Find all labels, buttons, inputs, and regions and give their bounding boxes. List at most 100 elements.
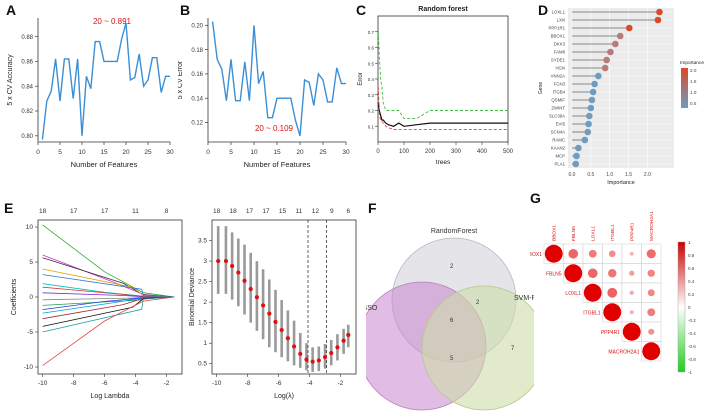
lollipop-point <box>616 32 624 40</box>
x-tick-label: 0 <box>36 149 40 156</box>
x-tick-label: 20 <box>122 149 130 156</box>
gene-label: LXN <box>557 18 565 23</box>
lollipop-point <box>588 96 596 104</box>
legend-colorbar <box>681 68 688 108</box>
venn-diagram: RandomForest LASSO SVM-REF 2 2 6 5 7 <box>366 228 534 411</box>
deviance-point <box>322 355 328 360</box>
corr-colorbar-tick: 0.8 <box>688 253 695 258</box>
coefficient-path <box>42 224 175 298</box>
x-axis-label: Log Lambda <box>91 393 130 400</box>
y-tick-label: 0.3 <box>368 93 375 98</box>
corr-circle <box>647 289 655 297</box>
x-tick-label: 100 <box>399 149 410 155</box>
plot-frame <box>211 219 357 375</box>
x-axis-label: trees <box>436 159 451 166</box>
series-line <box>377 102 508 127</box>
top-tick-label: 12 <box>312 208 320 215</box>
venn-label: LASSO <box>366 305 378 312</box>
x-tick-label: -8 <box>71 380 77 387</box>
coefficient-path <box>42 296 175 333</box>
corr-colorbar-tick: -0.4 <box>688 331 696 336</box>
deviance-point <box>329 350 334 356</box>
x-tick-label: -4 <box>133 380 139 387</box>
y-tick-label: 1.5 <box>198 320 207 327</box>
corr-circle <box>568 248 579 259</box>
corr-col-label: LOXL1 <box>590 226 596 241</box>
corr-circle <box>607 287 618 298</box>
gene-label: KAAN2 <box>551 146 566 151</box>
corr-circle <box>608 269 617 278</box>
y-tick-label: 3 <box>203 258 207 265</box>
y-tick-label: 0.14 <box>191 96 203 102</box>
x-tick-label: -10 <box>212 380 222 387</box>
panel-label-f: F <box>368 200 377 216</box>
gene-label: ZWINT <box>551 106 565 111</box>
x-tick-label: 0.0 <box>569 172 576 178</box>
x-tick-label: 30 <box>342 149 350 156</box>
top-tick-label: 18 <box>39 208 47 215</box>
y-tick-label: 0.4 <box>368 77 375 82</box>
top-tick-label: 15 <box>279 208 287 215</box>
corr-circle <box>603 303 622 322</box>
chart-b-error: 0 5 10 15 20 25 30 0.12 0.14 0.16 0.18 0.20 Number o… <box>178 18 350 169</box>
y-tick-label: 5 <box>29 259 33 266</box>
gene-label: EVI5 <box>556 122 566 127</box>
lollipop-point <box>603 56 610 64</box>
lollipop-point <box>584 128 592 136</box>
corr-circle <box>587 268 598 279</box>
gene-label: FAM8 <box>554 50 566 55</box>
series-line <box>41 22 170 140</box>
x-axis-label: Number of Features <box>244 160 311 169</box>
deviance-point <box>273 319 278 324</box>
y-axis-label: Error <box>358 72 364 85</box>
gene-label: SCN4A <box>551 130 565 135</box>
gene-label: BBOX1 <box>551 34 566 39</box>
x-tick-label: 0 <box>376 149 380 155</box>
corr-colorbar-tick: -0.6 <box>688 344 696 349</box>
x-tick-label: 500 <box>503 149 514 155</box>
y-tick-label: 2.5 <box>198 279 207 286</box>
y-tick-label: 2 <box>203 299 207 306</box>
panel-label-b: B <box>180 2 191 18</box>
x-tick-label: -4 <box>307 380 313 387</box>
venn-count: 6 <box>450 318 454 324</box>
corr-col-label: PPP4R1 <box>629 222 635 241</box>
panel-label-e: E <box>4 200 14 216</box>
corr-circle <box>544 244 563 263</box>
coefficient-path <box>42 296 175 320</box>
corr-circle <box>648 328 655 335</box>
gene-label: QSMIF <box>551 98 565 103</box>
y-tick-label: 0.7 <box>368 30 375 35</box>
lollipop-point <box>587 104 595 112</box>
y-axis-label: Binomial Deviance <box>189 268 196 326</box>
y-tick-label: 0.6 <box>368 46 375 51</box>
legend-tick: 1.5 <box>690 79 697 84</box>
top-tick-label: 17 <box>262 208 270 215</box>
gene-label: SYDE1 <box>551 58 566 63</box>
deviance-point <box>216 258 221 264</box>
x-tick-label: 1.0 <box>606 172 613 178</box>
lollipop-point <box>586 112 593 120</box>
x-tick-label: 25 <box>144 149 152 156</box>
x-tick-label: 15 <box>273 149 281 156</box>
venn-label: SVM-REF <box>514 295 534 302</box>
chart-e-binomial-deviance: -10 -8 -6 -4 -2 18 18 17 17 15 11 12 9 6 0.5 1 1.5 2 2.5 3 3… <box>189 208 357 400</box>
y-tick-label: 0.5 <box>368 61 375 66</box>
y-tick-label: 0.20 <box>191 23 203 29</box>
gene-label: ITGB4 <box>553 90 566 95</box>
gene-label: DKK3 <box>554 42 566 47</box>
x-tick-label: 2.0 <box>644 172 651 178</box>
x-tick-label: -2 <box>164 380 170 387</box>
corr-col-label: FBLN5 <box>571 226 577 241</box>
gene-label: PPP1R1 <box>549 26 566 31</box>
x-tick-label: 10 <box>250 149 258 156</box>
chart-a-accuracy: 0 5 10 15 20 25 30 0.80 0.82 0.84 0.86 0.88 Number o… <box>7 17 174 169</box>
lollipop-point <box>591 80 598 88</box>
annotation: 20 ~ 0.891 <box>93 17 132 26</box>
x-tick-label: 20 <box>296 149 304 156</box>
corr-col-label: BBOX1 <box>551 225 557 241</box>
y-tick-label: 1 <box>203 340 207 347</box>
x-axis-label: Importance <box>607 180 635 186</box>
corr-circle <box>647 308 656 317</box>
y-tick-label: 0.82 <box>21 109 33 115</box>
